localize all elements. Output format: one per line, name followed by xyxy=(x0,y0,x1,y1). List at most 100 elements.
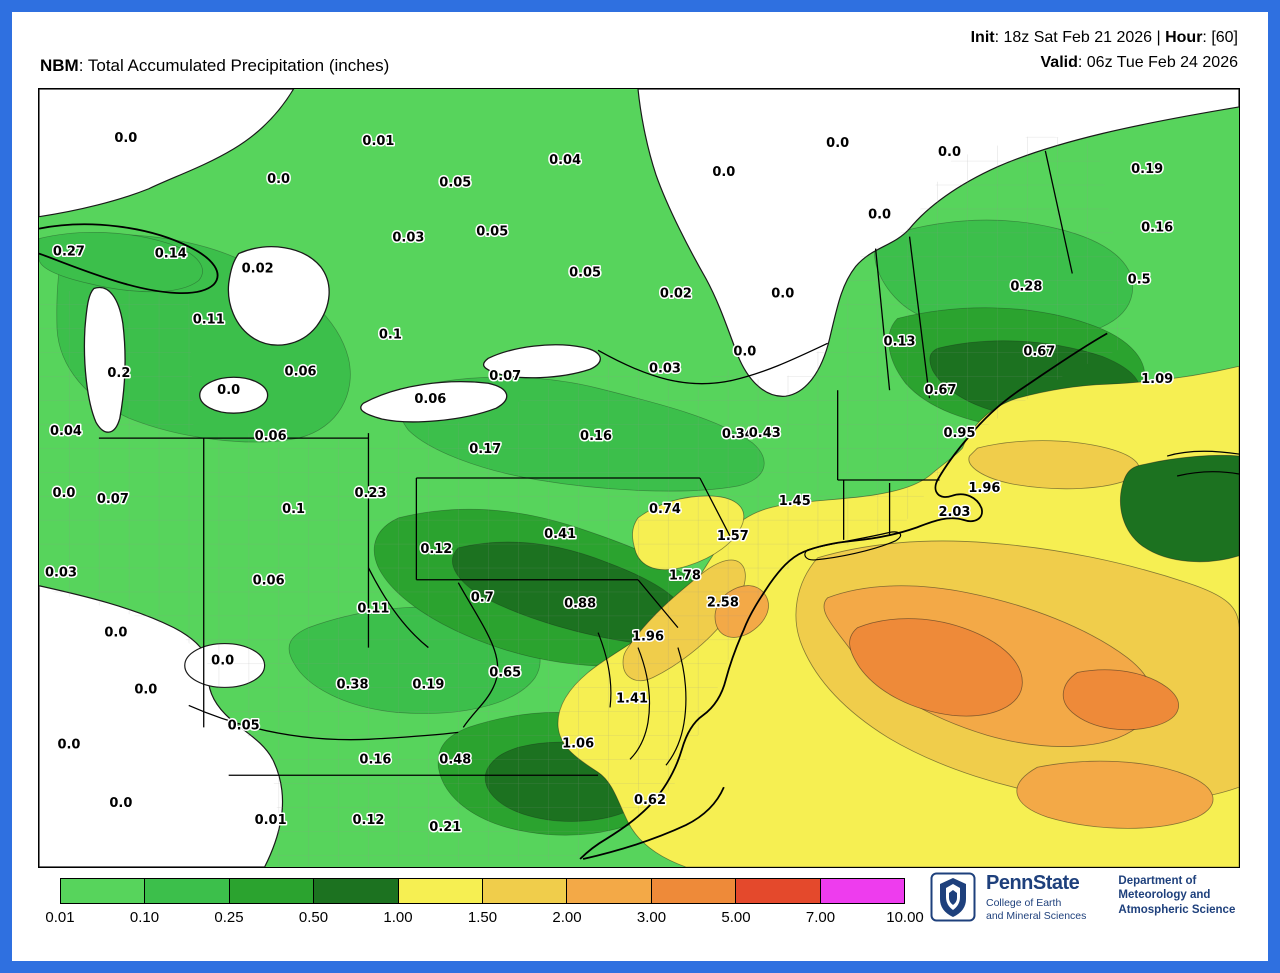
legend-color-segment xyxy=(398,879,484,903)
precip-value-label: 0.16 xyxy=(359,752,391,767)
legend-color-segment xyxy=(61,879,146,903)
precip-value-label: 0.38 xyxy=(336,677,368,692)
precip-value-label: 0.74 xyxy=(649,502,681,517)
state-boundaries xyxy=(98,150,1073,776)
precip-value-label: 0.67 xyxy=(924,383,956,398)
hour-value: : [60] xyxy=(1202,29,1238,46)
precip-value-label: 1.45 xyxy=(779,494,811,509)
precip-value-label: 0.16 xyxy=(1141,221,1173,236)
precip-value-label: 0.01 xyxy=(362,134,394,149)
precip-value-label: 0.0 xyxy=(938,145,961,160)
precip-value-label: 0.05 xyxy=(439,176,471,191)
color-scale-legend: 0.01 0.10 0.25 0.50 1.00 1.50 2.00 3.00 5.00 7.00… xyxy=(45,878,924,930)
legend-tick-label: 10.00 xyxy=(886,909,924,926)
precip-value-label: 1.96 xyxy=(968,481,1000,496)
precip-value-label: 0.88 xyxy=(564,597,596,612)
legend-tick-label: 0.01 xyxy=(45,909,75,926)
precip-value-label: 0.14 xyxy=(155,247,187,262)
precip-value-label: 0.27 xyxy=(53,245,85,260)
precip-value-label: 1.57 xyxy=(717,529,749,544)
precip-value-label: 0.0 xyxy=(267,172,290,187)
precip-value-label: 0.41 xyxy=(544,527,576,542)
legend-tick-label: 1.00 xyxy=(383,909,413,926)
college-name: College of Earth and Mineral Sciences xyxy=(986,897,1087,922)
precip-value-label: 0.21 xyxy=(429,820,461,835)
precip-value-label: 0.7 xyxy=(471,591,494,606)
precip-value-label: 0.23 xyxy=(354,486,386,501)
precip-value-label: 0.19 xyxy=(1131,162,1163,177)
pennstate-text-block: PennState College of Earth and Mineral S… xyxy=(986,872,1086,922)
precip-value-label: 0.16 xyxy=(580,429,612,444)
legend-color-segment xyxy=(651,879,737,903)
precip-value-label: 1.41 xyxy=(616,691,648,706)
precip-value-label: 0.03 xyxy=(45,566,77,581)
precip-value-label: 0.0 xyxy=(52,486,75,501)
precip-value-label: 0.05 xyxy=(476,225,508,240)
precip-value-label: 0.12 xyxy=(352,813,384,828)
precip-value-label: 1.78 xyxy=(669,569,701,584)
precip-value-label: 0.11 xyxy=(357,602,389,617)
precip-value-label: 0.06 xyxy=(414,392,446,407)
map-title-text: : Total Accumulated Precipitation (inche… xyxy=(78,56,390,75)
legend-color-segment xyxy=(483,879,568,903)
legend-color-segment xyxy=(567,879,652,903)
legend-color-segment xyxy=(820,879,905,903)
precip-value-label: 0.0 xyxy=(57,737,80,752)
precip-value-label: 0.67 xyxy=(1023,344,1055,359)
precipitation-map: 0.0 0.01 0.04 0.0 0.0 0.0 0.19 0.0 0.05 0.16 0.03 0… xyxy=(39,89,1239,867)
precip-value-label: 0.17 xyxy=(469,442,501,457)
precip-value-label: 0.62 xyxy=(634,793,666,808)
county-lines-texture xyxy=(39,133,1133,867)
precip-value-label: 1.96 xyxy=(632,630,664,645)
precip-value-label: 0.0 xyxy=(114,131,137,146)
legend-tick-label: 5.00 xyxy=(721,909,751,926)
precip-value-label: 0.0 xyxy=(211,654,234,669)
precip-value-label: 0.48 xyxy=(439,752,471,767)
precip-value-label: 0.0 xyxy=(868,208,891,223)
precip-value-label: 0.0 xyxy=(109,796,132,811)
precip-value-label: 2.58 xyxy=(707,596,739,611)
precip-value-label: 0.13 xyxy=(884,334,916,349)
precip-value-label: 0.03 xyxy=(649,361,681,376)
pennstate-wordmark: PennState xyxy=(986,872,1080,894)
precip-value-label: 0.04 xyxy=(549,153,581,168)
precip-value-label: 0.06 xyxy=(253,574,285,589)
hour-label: Hour xyxy=(1165,29,1203,46)
precip-value-label: 0.19 xyxy=(412,677,444,692)
precip-value-label: 0.5 xyxy=(1128,273,1151,288)
legend-color-segment xyxy=(736,879,821,903)
precip-value-label: 0.95 xyxy=(943,426,975,441)
init-label: Init xyxy=(970,29,995,46)
precip-value-label: 0.2 xyxy=(107,366,130,381)
precip-value-label: 0.0 xyxy=(826,136,849,151)
shoreline-details xyxy=(597,450,1239,766)
precip-value-label: 0.02 xyxy=(660,286,692,301)
precip-value-label: 0.02 xyxy=(242,262,274,277)
branding-footer: PennState College of Earth and Mineral S… xyxy=(930,872,1235,922)
precip-value-label: 0.28 xyxy=(1010,279,1042,294)
legend-color-segment xyxy=(145,879,230,903)
precip-value-label: 0.06 xyxy=(285,364,317,379)
precip-value-label: 0.0 xyxy=(733,344,756,359)
precip-value-label: 0.0 xyxy=(712,165,735,180)
legend-color-segment xyxy=(229,879,315,903)
legend-tick-label: 0.50 xyxy=(298,909,329,926)
precip-value-labels: 0.0 0.01 0.04 0.0 0.0 0.0 0.19 0.0 0.05 0.16 0.03 0… xyxy=(43,129,1174,836)
precip-value-label: 0.1 xyxy=(282,502,305,517)
precip-value-label: 1.06 xyxy=(562,736,594,751)
precip-value-label: 0.07 xyxy=(97,492,129,507)
precip-value-label: 0.43 xyxy=(749,426,781,441)
precip-value-label: 0.0 xyxy=(104,626,127,641)
precip-value-label: 0.06 xyxy=(255,429,287,444)
map-title: NBM: Total Accumulated Precipitation (in… xyxy=(40,56,389,76)
valid-label: Valid xyxy=(1040,53,1078,71)
run-info: Init: 18z Sat Feb 21 2026 | Hour: [60] V… xyxy=(971,26,1238,76)
precip-value-label: 0.11 xyxy=(193,312,225,327)
precip-value-label: 0.0 xyxy=(217,383,240,398)
legend-tick-label: 0.10 xyxy=(129,909,160,926)
legend-tick-label: 0.25 xyxy=(214,909,244,926)
legend-tick-label: 2.00 xyxy=(552,909,582,926)
precip-value-label: 0.65 xyxy=(489,665,521,680)
precip-value-label: 2.03 xyxy=(938,505,970,520)
